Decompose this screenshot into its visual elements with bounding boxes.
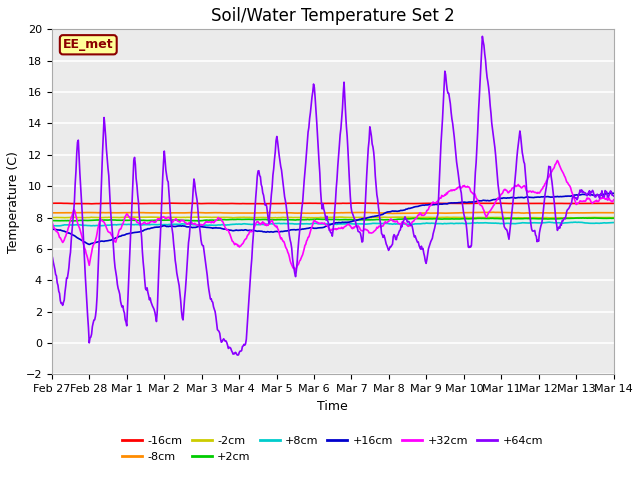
+64cm (479, 34, 486, 39)
+16cm (204, 225, 211, 230)
Line: +64cm: +64cm (52, 36, 614, 355)
+32cm (419, 212, 426, 218)
Line: -16cm: -16cm (52, 203, 614, 204)
+16cm (48, 226, 56, 232)
-2cm (48, 215, 56, 221)
+8cm (53, 223, 61, 229)
-8cm (203, 210, 211, 216)
-2cm (402, 215, 410, 220)
-16cm (173, 201, 181, 206)
-8cm (389, 211, 397, 216)
-16cm (116, 201, 124, 206)
-2cm (610, 215, 618, 220)
Line: +2cm: +2cm (52, 218, 614, 221)
+16cm (419, 203, 426, 208)
-16cm (88, 201, 95, 207)
-16cm (419, 201, 427, 206)
Title: Soil/Water Temperature Set 2: Soil/Water Temperature Set 2 (211, 7, 454, 25)
+64cm (58, 300, 66, 306)
+32cm (292, 267, 300, 273)
-2cm (116, 215, 124, 220)
+64cm (234, 352, 241, 358)
+32cm (58, 238, 66, 244)
-16cm (355, 200, 362, 206)
+64cm (48, 252, 56, 257)
+32cm (173, 217, 180, 223)
+32cm (203, 219, 211, 225)
+2cm (402, 216, 410, 222)
+32cm (610, 197, 618, 203)
+2cm (48, 218, 56, 224)
-16cm (403, 201, 410, 206)
-2cm (419, 215, 426, 220)
-2cm (204, 215, 211, 220)
+64cm (419, 246, 426, 252)
+8cm (173, 221, 181, 227)
Line: -2cm: -2cm (52, 217, 614, 218)
-16cm (58, 200, 66, 206)
-8cm (173, 210, 180, 216)
-2cm (522, 215, 530, 221)
+64cm (203, 268, 211, 274)
Line: +16cm: +16cm (52, 193, 614, 244)
-2cm (58, 215, 66, 220)
-16cm (610, 201, 618, 206)
Legend: -16cm, -8cm, -2cm, +2cm, +8cm, +16cm, +32cm, +64cm: -16cm, -8cm, -2cm, +2cm, +8cm, +16cm, +3… (118, 432, 548, 466)
-16cm (48, 200, 56, 206)
+8cm (48, 223, 56, 228)
+8cm (572, 219, 579, 225)
+16cm (402, 206, 410, 212)
+8cm (610, 220, 618, 226)
+2cm (419, 216, 426, 222)
+64cm (610, 193, 618, 199)
-8cm (48, 210, 56, 216)
+64cm (402, 216, 410, 222)
-8cm (116, 210, 124, 216)
+2cm (194, 218, 202, 224)
+8cm (402, 221, 410, 227)
+2cm (173, 217, 180, 223)
+32cm (554, 157, 561, 163)
+32cm (116, 227, 124, 232)
+32cm (402, 221, 410, 227)
+16cm (116, 233, 124, 239)
+2cm (116, 217, 124, 223)
-8cm (610, 210, 618, 216)
+2cm (579, 215, 586, 221)
+64cm (173, 270, 180, 276)
+2cm (204, 217, 211, 223)
+16cm (173, 223, 181, 229)
X-axis label: Time: Time (317, 400, 348, 413)
+8cm (59, 222, 67, 228)
+2cm (58, 218, 66, 224)
Line: +32cm: +32cm (52, 160, 614, 270)
+8cm (204, 222, 211, 228)
+32cm (48, 218, 56, 224)
+16cm (58, 228, 66, 233)
Line: +8cm: +8cm (52, 222, 614, 226)
+64cm (116, 291, 124, 297)
Line: -8cm: -8cm (52, 212, 614, 214)
Text: EE_met: EE_met (63, 38, 113, 51)
-8cm (58, 210, 66, 216)
+8cm (116, 222, 124, 228)
+16cm (610, 191, 618, 196)
+8cm (419, 221, 426, 227)
-8cm (419, 210, 426, 216)
+16cm (85, 241, 93, 247)
-8cm (402, 210, 410, 216)
+2cm (610, 216, 618, 221)
-2cm (173, 215, 181, 220)
-8cm (490, 209, 497, 215)
Y-axis label: Temperature (C): Temperature (C) (7, 151, 20, 253)
-16cm (204, 201, 211, 206)
-2cm (130, 214, 138, 220)
